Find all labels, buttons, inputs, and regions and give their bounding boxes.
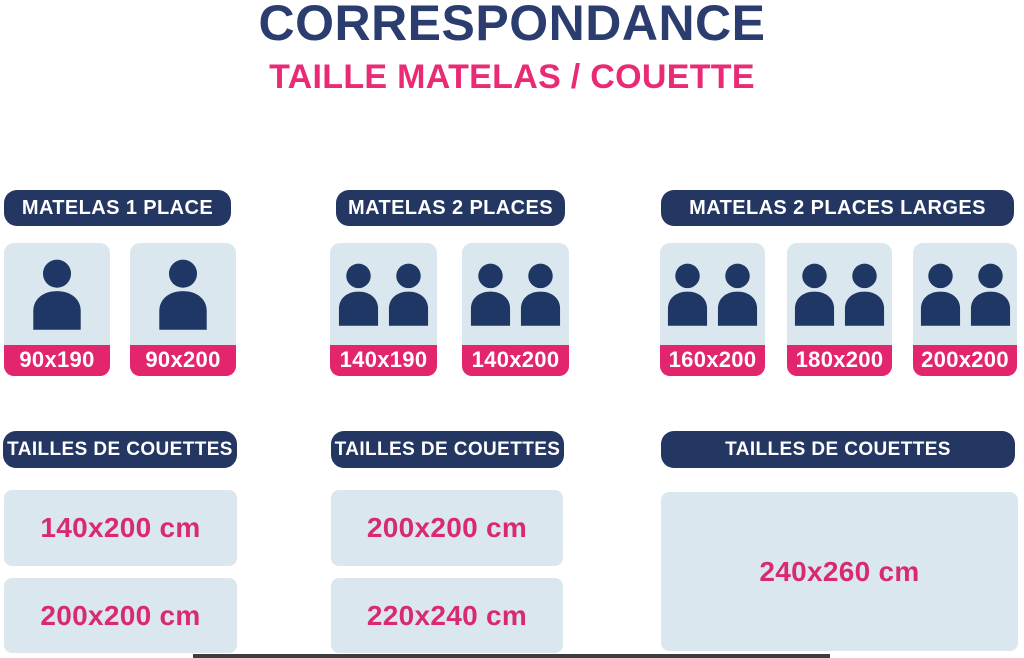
mattress-card: 90x200 xyxy=(130,243,236,376)
duvet-sizes-header: TAILLES DE COUETTES xyxy=(3,431,237,468)
person-icon xyxy=(33,259,81,330)
person-icon xyxy=(717,263,758,326)
duvet-sizes-header: TAILLES DE COUETTES xyxy=(331,431,564,468)
duvet-sizes-header: TAILLES DE COUETTES xyxy=(661,431,1015,468)
two-persons-group xyxy=(330,243,437,345)
column-header-matelas-1-place: MATELAS 1 PLACE xyxy=(4,190,231,226)
column-header-matelas-2-places-larges: MATELAS 2 PLACES LARGES xyxy=(661,190,1014,226)
mattress-size-label: 160x200 xyxy=(660,345,765,376)
person-icon xyxy=(338,263,379,326)
duvet-size-box: 220x240 cm xyxy=(331,578,563,653)
duvet-size-box: 240x260 cm xyxy=(661,492,1018,651)
bottom-edge-line xyxy=(193,654,830,658)
mattress-size-label: 200x200 xyxy=(913,345,1017,376)
person-icon xyxy=(388,263,429,326)
person-icon xyxy=(470,263,511,326)
person-icon xyxy=(844,263,885,326)
mattress-card: 200x200 xyxy=(913,243,1017,376)
one-person-group xyxy=(130,243,236,345)
one-person-group xyxy=(4,243,110,345)
mattress-card: 90x190 xyxy=(4,243,110,376)
mattress-size-label: 140x200 xyxy=(462,345,569,376)
mattress-card: 160x200 xyxy=(660,243,765,376)
two-persons-group xyxy=(913,243,1017,345)
mattress-card: 140x200 xyxy=(462,243,569,376)
duvet-size-box: 200x200 cm xyxy=(331,490,563,566)
mattress-size-label: 140x190 xyxy=(330,345,437,376)
person-icon xyxy=(520,263,561,326)
duvet-size-box: 140x200 cm xyxy=(4,490,237,566)
two-persons-group xyxy=(462,243,569,345)
duvet-size-box: 200x200 cm xyxy=(4,578,237,653)
person-icon xyxy=(920,263,960,326)
mattress-size-label: 90x190 xyxy=(4,345,110,376)
person-icon xyxy=(794,263,835,326)
person-icon xyxy=(159,259,207,330)
mattress-card: 180x200 xyxy=(787,243,892,376)
mattress-card: 140x190 xyxy=(330,243,437,376)
page-subtitle: TAILLE MATELAS / COUETTE xyxy=(269,58,755,96)
page-title: CORRESPONDANCE xyxy=(258,0,766,51)
column-header-matelas-2-places: MATELAS 2 PLACES xyxy=(336,190,565,226)
two-persons-group xyxy=(787,243,892,345)
mattress-size-label: 180x200 xyxy=(787,345,892,376)
person-icon xyxy=(667,263,708,326)
two-persons-group xyxy=(660,243,765,345)
person-icon xyxy=(970,263,1010,326)
mattress-size-label: 90x200 xyxy=(130,345,236,376)
